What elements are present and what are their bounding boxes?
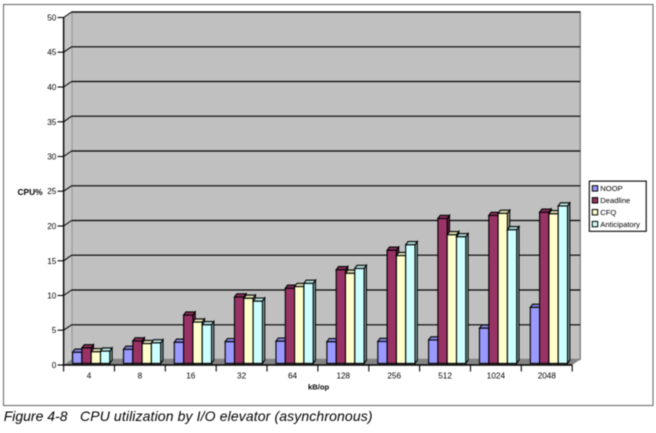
svg-text:128: 128 bbox=[336, 372, 350, 381]
svg-text:50: 50 bbox=[47, 14, 57, 23]
svg-text:15: 15 bbox=[47, 257, 57, 266]
svg-text:2048: 2048 bbox=[538, 372, 557, 381]
svg-text:CPU%: CPU% bbox=[18, 187, 44, 197]
svg-text:NOOP: NOOP bbox=[600, 184, 622, 193]
svg-text:35: 35 bbox=[47, 118, 57, 127]
svg-text:8: 8 bbox=[138, 372, 143, 381]
svg-text:Anticipatory: Anticipatory bbox=[600, 220, 640, 229]
svg-text:20: 20 bbox=[47, 222, 57, 231]
svg-text:32: 32 bbox=[237, 372, 247, 381]
svg-text:45: 45 bbox=[47, 48, 57, 57]
svg-text:0: 0 bbox=[52, 361, 57, 370]
svg-text:30: 30 bbox=[47, 153, 57, 162]
svg-text:16: 16 bbox=[186, 372, 196, 381]
svg-text:kB/op: kB/op bbox=[308, 382, 329, 391]
svg-text:5: 5 bbox=[52, 326, 57, 335]
svg-text:Deadline: Deadline bbox=[600, 196, 630, 205]
svg-text:1024: 1024 bbox=[487, 372, 506, 381]
svg-text:CFQ: CFQ bbox=[600, 208, 616, 217]
svg-text:10: 10 bbox=[47, 292, 57, 301]
svg-text:64: 64 bbox=[288, 372, 298, 381]
svg-text:512: 512 bbox=[438, 372, 452, 381]
svg-text:40: 40 bbox=[47, 83, 57, 92]
svg-text:4: 4 bbox=[87, 372, 92, 381]
svg-text:25: 25 bbox=[47, 187, 57, 196]
svg-text:256: 256 bbox=[387, 372, 401, 381]
